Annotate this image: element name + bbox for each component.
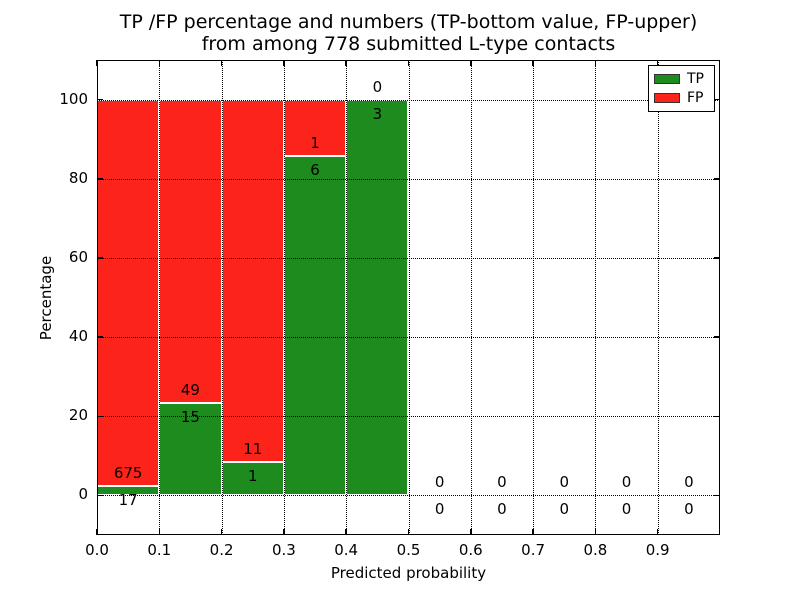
y-tick-mark-right [714, 98, 720, 101]
legend-swatch-fp [654, 93, 680, 104]
x-tick-label: 0.3 [271, 541, 296, 559]
x-tick-mark-bottom [220, 529, 223, 535]
y-tick-label: 80 [68, 168, 88, 187]
legend-label-fp: FP [687, 90, 704, 107]
chart-title-line2: from among 778 submitted L-type contacts [201, 33, 616, 55]
y-tick-mark-right [714, 257, 720, 259]
y-tick-mark-right [714, 415, 720, 417]
x-tick-label: 0.9 [645, 541, 670, 559]
y-tick-label: 0 [78, 485, 88, 504]
fp-count-label: 49 [180, 380, 200, 399]
chart-title: TP /FP percentage and numbers (TP-bottom… [97, 11, 720, 55]
plot-border [97, 60, 720, 535]
bar-tp-1 [159, 402, 222, 496]
y-tick-label: 60 [68, 247, 88, 266]
y-tick-mark-left [97, 98, 103, 101]
x-tick-mark-top [407, 60, 410, 66]
y-gridline [97, 257, 720, 259]
y-gridline [97, 416, 720, 418]
x-tick-label: 0.0 [85, 541, 109, 559]
y-tick-mark-left [97, 178, 103, 180]
fp-count-label: 0 [372, 77, 383, 96]
y-tick-label: 20 [68, 406, 88, 425]
chart-title-line1: TP /FP percentage and numbers (TP-bottom… [119, 11, 698, 33]
tp-count-label: 1 [247, 467, 258, 486]
y-tick-mark-left [97, 494, 103, 497]
tp-count-label: 0 [497, 500, 507, 519]
x-axis-label: Predicted probability [330, 564, 487, 582]
fp-count-label: 675 [113, 463, 143, 482]
fp-count-label: 0 [497, 473, 507, 492]
x-tick-mark-bottom [283, 529, 285, 535]
x-tick-mark-bottom [345, 529, 347, 535]
y-gridline [97, 99, 720, 101]
fp-count-label: 0 [434, 473, 445, 492]
x-tick-label: 0.7 [521, 541, 546, 559]
y-tick-mark-right [714, 494, 720, 497]
legend-label-tp: TP [687, 70, 704, 87]
x-gridline [159, 60, 161, 535]
x-tick-mark-top [594, 60, 597, 66]
y-gridline [97, 495, 720, 497]
x-gridline [533, 60, 535, 535]
x-gridline [470, 60, 472, 535]
x-tick-mark-top [532, 60, 534, 66]
y-gridline [97, 337, 720, 339]
tp-count-label: 0 [434, 500, 445, 519]
x-tick-mark-bottom [532, 529, 534, 535]
x-gridline [346, 60, 348, 535]
x-tick-mark-bottom [158, 529, 161, 535]
x-gridline [221, 60, 223, 535]
x-tick-mark-bottom [407, 529, 410, 535]
fp-count-label: 1 [310, 134, 320, 153]
bar-fp-3 [283, 99, 347, 157]
tp-count-label: 0 [684, 500, 694, 519]
legend: TP FP [648, 65, 715, 112]
x-tick-mark-bottom [470, 529, 472, 535]
x-tick-label: 0.6 [458, 541, 483, 559]
y-tick-mark-left [97, 336, 103, 338]
x-tick-mark-top [656, 60, 659, 66]
tp-count-label: 15 [180, 407, 200, 426]
tp-count-label: 17 [118, 490, 138, 509]
tp-count-label: 3 [372, 104, 383, 123]
x-tick-mark-top [158, 60, 161, 66]
legend-swatch-tp [654, 73, 680, 84]
fp-count-label: 0 [684, 473, 694, 492]
x-tick-mark-top [220, 60, 223, 66]
y-tick-mark-right [714, 336, 720, 338]
x-tick-mark-bottom [594, 529, 597, 535]
legend-entry-tp: TP [654, 71, 709, 87]
x-tick-mark-top [283, 60, 285, 66]
bar-fp-2 [221, 99, 284, 463]
fp-count-label: 0 [559, 473, 570, 492]
y-tick-mark-left [97, 415, 103, 417]
fp-count-label: 11 [243, 440, 263, 459]
tp-count-label: 0 [559, 500, 570, 519]
fp-count-label: 0 [621, 473, 632, 492]
x-tick-mark-bottom [656, 529, 659, 535]
y-tick-mark-right [714, 178, 720, 180]
x-tick-label: 0.4 [334, 541, 359, 559]
x-tick-label: 0.5 [396, 541, 421, 559]
x-tick-label: 0.2 [209, 541, 234, 559]
x-gridline [408, 60, 410, 535]
x-gridline [283, 60, 285, 535]
y-tick-label: 100 [59, 89, 88, 108]
x-gridline [657, 60, 659, 535]
x-tick-mark-top [470, 60, 472, 66]
y-tick-label: 40 [68, 327, 88, 346]
x-tick-label: 0.1 [147, 541, 172, 559]
legend-entry-fp: FP [654, 90, 709, 106]
x-tick-mark-top [345, 60, 347, 66]
y-tick-mark-left [97, 257, 103, 259]
x-tick-label: 0.8 [583, 541, 608, 559]
y-gridline [97, 178, 720, 180]
tp-count-label: 0 [621, 500, 632, 519]
x-gridline [595, 60, 597, 535]
y-axis-label: Percentage [37, 255, 55, 341]
tp-count-label: 6 [310, 161, 320, 180]
bar-tp-4 [346, 99, 409, 496]
